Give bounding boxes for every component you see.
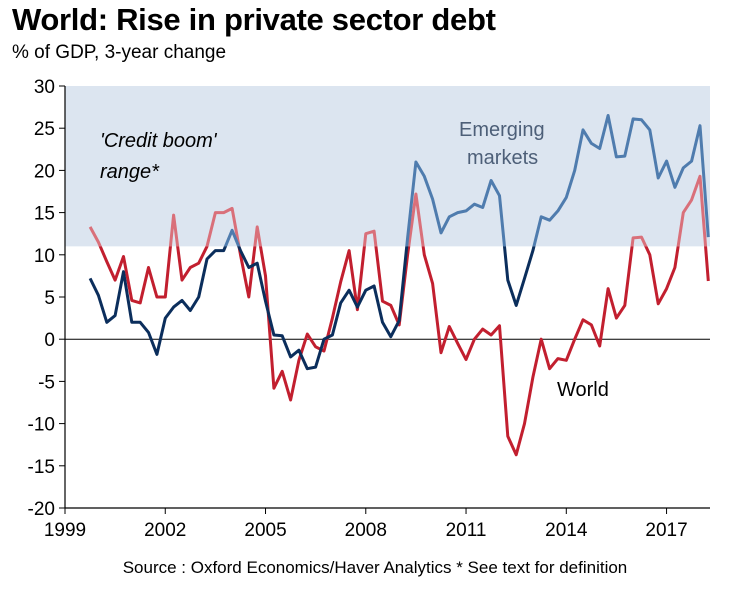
credit-boom-range-rect (65, 86, 710, 247)
y-tick-label: 0 (44, 330, 55, 351)
x-tick-label: 2008 (345, 520, 387, 541)
x-tick-label: 2014 (545, 520, 588, 541)
emerging-markets-label-line1: Emerging (459, 119, 545, 141)
world-series-label: World (557, 379, 609, 401)
band-label-line2: range* (100, 161, 160, 183)
y-tick-label: -10 (28, 415, 55, 436)
chart-title: World: Rise in private sector debt (12, 2, 496, 37)
axes: -20 -15 -10 -5 0 5 10 15 20 25 30 1999 2002 2005 2008 2… (28, 77, 710, 541)
emerging-markets-label-line2: markets (467, 147, 538, 169)
chart-subtitle: % of GDP, 3-year change (12, 42, 227, 63)
y-tick-label: 15 (34, 204, 55, 225)
world-line (98, 246, 710, 457)
x-tick-label: 2017 (645, 520, 687, 541)
y-tick-label: 10 (34, 246, 55, 267)
series-lines (88, 114, 710, 457)
y-tick-label: 25 (34, 119, 55, 140)
y-tick-label: 30 (34, 77, 55, 98)
x-tick-label: 2005 (244, 520, 286, 541)
y-tick-label: -5 (38, 372, 55, 393)
y-tick-label: 20 (34, 161, 55, 182)
credit-boom-band (65, 86, 710, 247)
emerging-markets-line-low-segment (88, 246, 536, 371)
source-note: Source : Oxford Economics/Haver Analytic… (122, 558, 628, 577)
y-tick-label: 5 (44, 288, 55, 309)
x-tick-label: 2002 (144, 520, 186, 541)
emerging-markets-line (223, 114, 710, 247)
x-tick-label: 2011 (446, 520, 487, 541)
y-tick-label: -20 (28, 499, 55, 520)
x-tick-label: 1999 (44, 520, 86, 541)
band-label-line1: 'Credit boom' (100, 130, 218, 152)
y-tick-label: -15 (28, 457, 55, 478)
